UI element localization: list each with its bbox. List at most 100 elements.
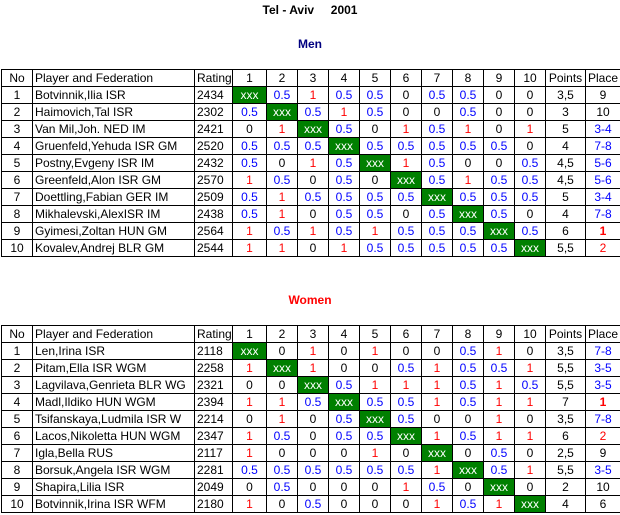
header-round-7: 7 (421, 69, 453, 87)
self-cell: xxx (452, 205, 484, 223)
game-result: 0 (266, 154, 298, 172)
game-result: 0.5 (232, 103, 267, 121)
game-result: 0 (232, 410, 267, 428)
page-title: Tel - Aviv 2001 (262, 3, 358, 17)
game-result: 0 (266, 444, 298, 462)
player-rating: 2281 (194, 461, 233, 479)
final-place: 5-6 (585, 154, 620, 172)
game-result: 1 (359, 376, 391, 394)
row-number: 3 (1, 376, 33, 394)
game-result: 0.5 (514, 154, 546, 172)
header-round-1: 1 (232, 325, 267, 343)
header-place: Place (585, 69, 620, 87)
self-cell: xxx (328, 137, 360, 155)
header-round-10: 10 (514, 69, 546, 87)
self-cell: xxx (232, 86, 267, 104)
header-round-4: 4 (328, 69, 360, 87)
game-result: 0.5 (390, 461, 422, 479)
header-round-1: 1 (232, 69, 267, 87)
game-result: 1 (232, 359, 267, 377)
women-header-row: No Player and Federation Rating 1 2 3 4 5 6 7 8 9 10… (1, 325, 620, 343)
player-rating: 2214 (194, 410, 233, 428)
points-total: 5,5 (545, 461, 586, 479)
game-result: 0.5 (390, 239, 422, 257)
game-result: 0.5 (359, 239, 391, 257)
game-result: 0.5 (297, 103, 329, 121)
final-place: 7-8 (585, 205, 620, 223)
points-total: 2 (545, 478, 586, 496)
player-rating: 2394 (194, 393, 233, 411)
game-result: 0 (232, 478, 267, 496)
player-name: Igla,Bella RUS (32, 444, 195, 462)
table-row: 10 Botvinnik,Irina ISR WFM 2180 1 0 0.5 0 0 0 1 0.… (1, 495, 620, 513)
points-total: 3,5 (545, 410, 586, 428)
game-result: 1 (232, 222, 267, 240)
header-points: Points (545, 69, 586, 87)
final-place: 9 (585, 444, 620, 462)
game-result: 0 (328, 444, 360, 462)
game-result: 1 (266, 205, 298, 223)
game-result: 0.5 (483, 461, 515, 479)
game-result: 1 (514, 427, 546, 445)
game-result: 0.5 (390, 410, 422, 428)
row-number: 2 (1, 359, 33, 377)
row-number: 9 (1, 478, 33, 496)
game-result: 0 (483, 103, 515, 121)
game-result: 0.5 (232, 188, 267, 206)
final-place: 10 (585, 478, 620, 496)
final-place: 3-4 (585, 120, 620, 138)
table-row: 6 Lacos,Nikoletta HUN WGM 2347 1 0.5 0 0.5 0.5 x… (1, 427, 620, 445)
game-result: 1 (232, 427, 267, 445)
game-result: 0.5 (359, 86, 391, 104)
final-place: 3-5 (585, 461, 620, 479)
game-result: 0.5 (421, 239, 453, 257)
game-result: 0.5 (297, 393, 329, 411)
row-number: 6 (1, 171, 33, 189)
game-result: 1 (266, 393, 298, 411)
men-section-title: Men (298, 37, 322, 51)
game-result: 0 (483, 120, 515, 138)
header-round-5: 5 (359, 69, 391, 87)
player-rating: 2432 (194, 154, 233, 172)
player-name: Tsifanskaya,Ludmila ISR W (32, 410, 195, 428)
game-result: 0 (359, 171, 391, 189)
game-result: 0 (421, 410, 453, 428)
game-result: 1 (297, 154, 329, 172)
final-place: 3-5 (585, 359, 620, 377)
game-result: 0 (297, 478, 329, 496)
game-result: 0 (359, 478, 391, 496)
game-result: 0.5 (514, 376, 546, 394)
game-result: 0.5 (390, 393, 422, 411)
self-cell: xxx (359, 410, 391, 428)
self-cell: xxx (421, 188, 453, 206)
player-name: Shapira,Lilia ISR (32, 478, 195, 496)
game-result: 0.5 (266, 171, 298, 189)
game-result: 0.5 (452, 342, 484, 360)
game-result: 0.5 (266, 478, 298, 496)
header-round-6: 6 (390, 325, 422, 343)
player-rating: 2049 (194, 478, 233, 496)
game-result: 1 (266, 188, 298, 206)
self-cell: xxx (390, 171, 422, 189)
player-rating: 2180 (194, 495, 233, 513)
game-result: 0.5 (421, 171, 453, 189)
player-rating: 2347 (194, 427, 233, 445)
player-name: Kovalev,Andrej BLR GM (32, 239, 195, 257)
game-result: 0.5 (328, 86, 360, 104)
game-result: 1 (483, 342, 515, 360)
game-result: 1 (421, 461, 453, 479)
game-result: 0 (297, 239, 329, 257)
game-result: 0 (483, 154, 515, 172)
player-name: Postny,Evgeny ISR IM (32, 154, 195, 172)
game-result: 0.5 (266, 86, 298, 104)
game-result: 0.5 (297, 461, 329, 479)
game-result: 0.5 (452, 359, 484, 377)
game-result: 1 (514, 393, 546, 411)
game-result: 0.5 (514, 171, 546, 189)
header-player: Player and Federation (32, 325, 195, 343)
game-result: 0.5 (266, 137, 298, 155)
final-place: 6 (585, 495, 620, 513)
game-result: 0 (297, 410, 329, 428)
game-result: 1 (297, 86, 329, 104)
game-result: 1 (232, 171, 267, 189)
